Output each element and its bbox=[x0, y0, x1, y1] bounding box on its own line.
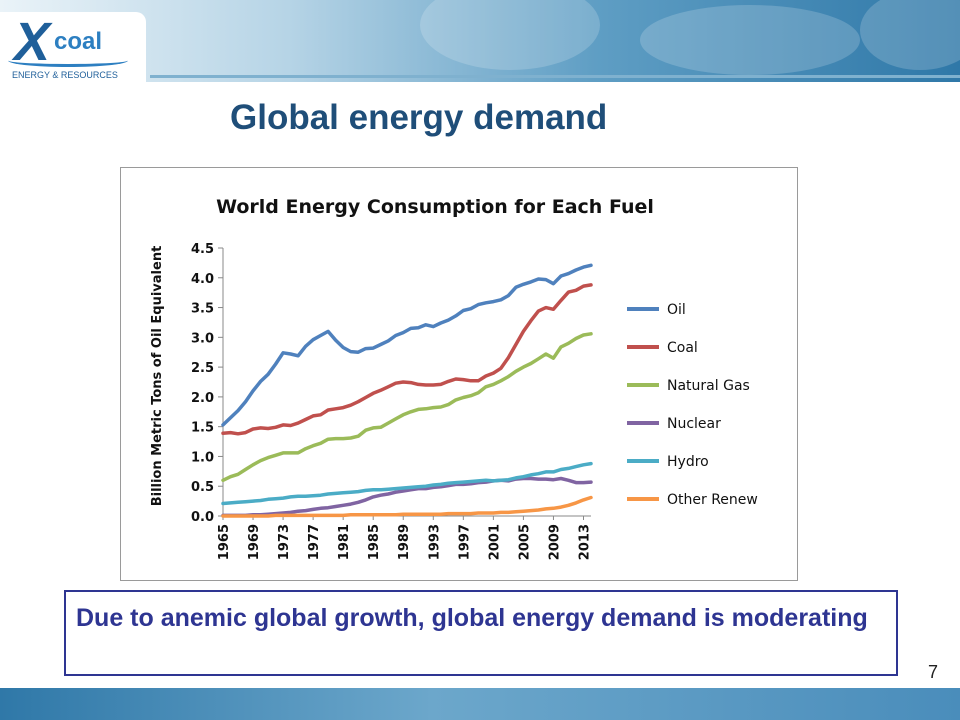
callout-box: Due to anemic global growth, global ener… bbox=[64, 590, 898, 676]
y-tick-label: 1.0 bbox=[191, 450, 214, 465]
y-tick-label: 0.0 bbox=[191, 510, 214, 525]
y-tick-label: 1.5 bbox=[191, 421, 214, 436]
world-map-shape bbox=[640, 5, 860, 75]
chart-y-axis-label: Billion Metric Tons of Oil Equivalent bbox=[150, 246, 165, 507]
page-number: 7 bbox=[928, 662, 939, 682]
x-tick-label: 1993 bbox=[427, 524, 442, 560]
series-line-natural-gas bbox=[221, 332, 593, 483]
x-tick-label: 2013 bbox=[577, 524, 592, 560]
x-tick-label: 1981 bbox=[337, 524, 352, 560]
x-tick-label: 1985 bbox=[367, 524, 382, 560]
x-tick-label: 1973 bbox=[277, 524, 292, 560]
world-map-shape bbox=[420, 0, 600, 70]
series-line-hydro bbox=[221, 461, 593, 506]
x-tick-label: 1997 bbox=[457, 524, 472, 560]
series-line-nuclear bbox=[221, 476, 593, 518]
y-tick-label: 3.0 bbox=[191, 331, 214, 346]
slide-title: Global energy demand bbox=[230, 98, 608, 137]
legend-label-coal: Coal bbox=[667, 340, 698, 356]
logo-swoosh-icon bbox=[8, 54, 128, 67]
y-tick-label: 2.0 bbox=[191, 391, 214, 406]
x-tick-label: 2005 bbox=[517, 524, 532, 560]
header-rule bbox=[150, 75, 960, 78]
energy-consumption-chart: World Energy Consumption for Each Fuel B… bbox=[150, 196, 758, 560]
legend-label-nuclear: Nuclear bbox=[667, 416, 721, 432]
logo-word: coal bbox=[54, 28, 103, 55]
x-tick-label: 2001 bbox=[487, 524, 502, 560]
series-line-oil bbox=[221, 263, 593, 427]
footer-band bbox=[0, 688, 960, 720]
legend-label-other-renew: Other Renew bbox=[667, 492, 758, 508]
x-tick-label: 1989 bbox=[397, 524, 412, 560]
world-map-shape bbox=[860, 0, 960, 70]
y-tick-label: 3.5 bbox=[191, 302, 214, 317]
legend-label-natural-gas: Natural Gas bbox=[667, 378, 750, 394]
y-tick-label: 0.5 bbox=[191, 480, 214, 495]
xcoal-logo: X coal ENERGY & RESOURCES bbox=[0, 12, 146, 92]
y-tick-label: 2.5 bbox=[191, 361, 214, 376]
header-band bbox=[0, 0, 960, 82]
legend-label-oil: Oil bbox=[667, 302, 686, 318]
legend-label-hydro: Hydro bbox=[667, 454, 709, 470]
x-tick-label: 1965 bbox=[217, 524, 232, 560]
chart-title: World Energy Consumption for Each Fuel bbox=[216, 196, 654, 218]
x-tick-label: 1969 bbox=[247, 524, 262, 560]
x-tick-label: 2009 bbox=[547, 524, 562, 560]
y-tick-label: 4.0 bbox=[191, 272, 214, 287]
x-tick-label: 1977 bbox=[307, 524, 322, 560]
logo-tagline: ENERGY & RESOURCES bbox=[12, 70, 118, 80]
series-line-coal bbox=[221, 283, 593, 436]
series-line-other-renew bbox=[221, 495, 593, 518]
y-tick-label: 4.5 bbox=[191, 242, 214, 257]
chart-frame: World Energy Consumption for Each Fuel B… bbox=[120, 167, 798, 581]
